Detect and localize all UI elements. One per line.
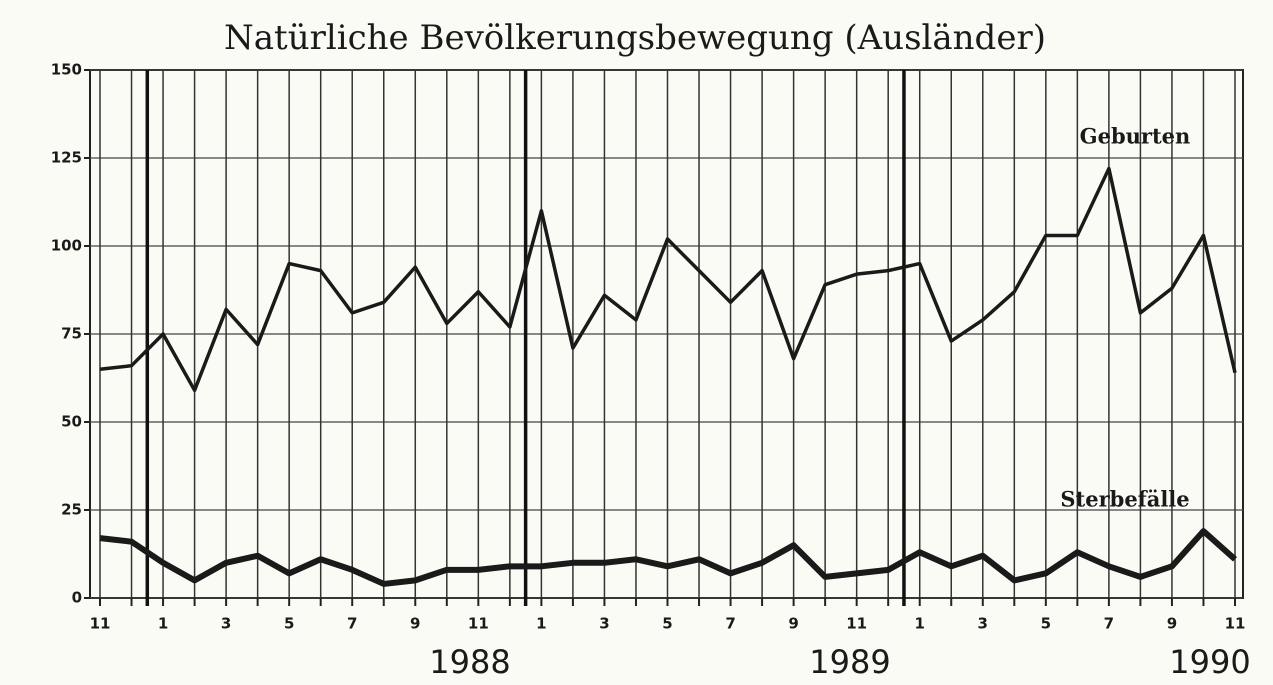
x-tick-label: 5 (284, 615, 294, 633)
x-tick-label: 3 (221, 615, 231, 633)
x-tick-label: 1 (158, 615, 168, 633)
series-label: Geburten (1080, 124, 1191, 149)
x-tick-label: 11 (1225, 615, 1246, 633)
chart-title: Natürliche Bevölkerungsbewegung (Ausländ… (224, 18, 1046, 58)
x-tick-label: 3 (599, 615, 609, 633)
y-tick-label: 75 (61, 325, 82, 343)
y-tick-label: 125 (51, 149, 82, 167)
x-tick-label: 11 (468, 615, 489, 633)
series-label: Sterbefälle (1060, 487, 1189, 512)
year-label: 1989 (809, 643, 890, 681)
series-line (99, 166, 1237, 393)
x-tick-label: 3 (978, 615, 988, 633)
y-tick-label: 100 (51, 237, 82, 255)
y-tick-label: 50 (61, 413, 82, 431)
x-tick-label: 1 (915, 615, 925, 633)
y-tick-label: 150 (51, 61, 82, 79)
x-tick-label: 7 (725, 615, 735, 633)
series-line (99, 528, 1237, 587)
y-tick-label: 0 (72, 589, 82, 607)
x-tick-label: 11 (846, 615, 867, 633)
year-label: 1990 (1169, 643, 1250, 681)
x-tick-label: 11 (90, 615, 111, 633)
x-tick-label: 9 (410, 615, 420, 633)
x-tick-label: 7 (1104, 615, 1114, 633)
x-tick-label: 5 (662, 615, 672, 633)
x-tick-label: 5 (1041, 615, 1051, 633)
x-tick-label: 1 (536, 615, 546, 633)
x-tick-label: 9 (788, 615, 798, 633)
x-tick-label: 7 (347, 615, 357, 633)
y-tick-label: 25 (61, 501, 82, 519)
x-tick-label: 9 (1167, 615, 1177, 633)
year-label: 1988 (429, 643, 510, 681)
